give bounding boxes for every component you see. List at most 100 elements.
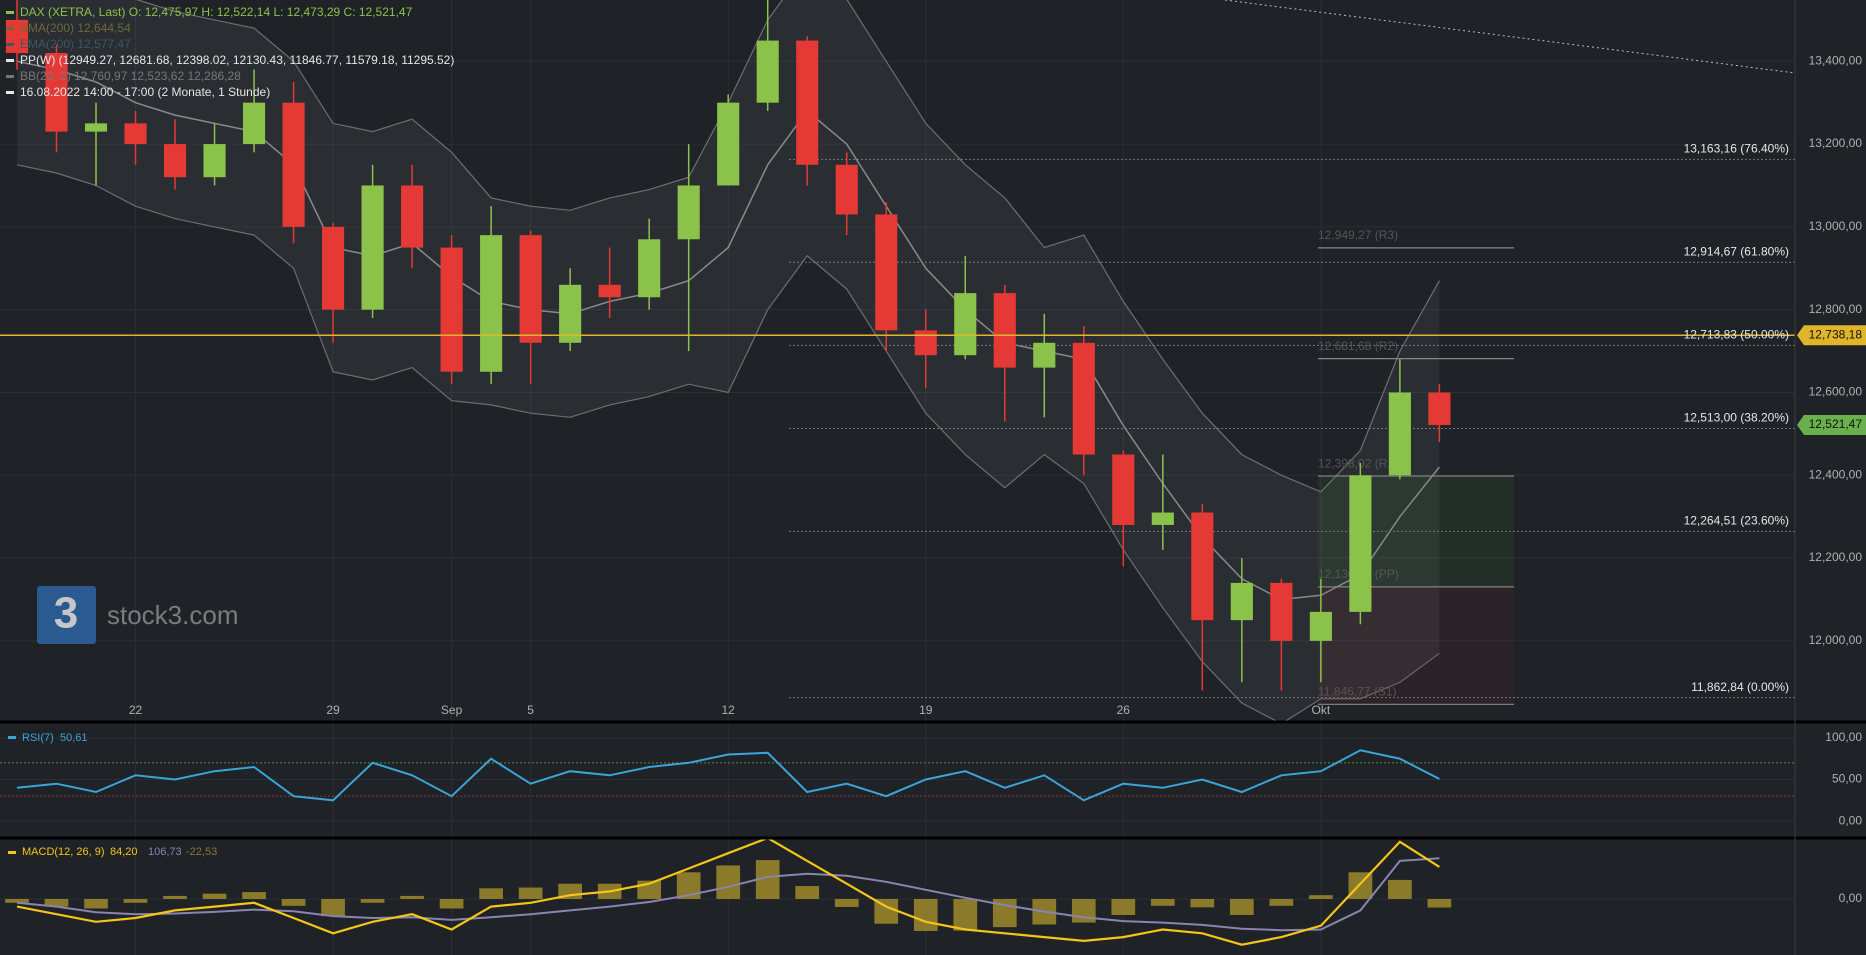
macd-histogram-bar — [202, 893, 227, 899]
y-tick-label: 13,000,00 — [1809, 219, 1863, 233]
candle-body — [875, 214, 898, 331]
macd-histogram-bar — [439, 898, 464, 909]
macd-signal — [16, 857, 1440, 932]
candle-body — [1072, 342, 1095, 455]
legend-text: BB(20, 2) 12,760,97 12,523,62 12,286,28 — [20, 69, 241, 83]
legend-text: EMA(200) 12,577,47 — [20, 37, 131, 51]
header: DAX (XETRA, Last) O: 12,475,97 H: 12,522… — [6, 5, 454, 99]
macd-histogram-bar — [676, 872, 701, 899]
macd-histogram-bar — [755, 860, 780, 899]
candle-body — [440, 247, 463, 372]
rsi-line — [16, 749, 1440, 802]
x-tick-label: 22 — [129, 703, 143, 717]
macd-histogram-bar — [1388, 879, 1412, 899]
grid — [0, 0, 1795, 955]
candle-body — [1388, 392, 1411, 476]
candle-body — [598, 284, 621, 298]
candle-body — [954, 293, 977, 356]
candle-body — [559, 284, 582, 343]
y-tick-label: 0,00 — [1839, 891, 1863, 905]
y-tick-label: 100,00 — [1825, 730, 1862, 744]
candle-body — [1230, 582, 1253, 621]
fib-label: 12,713,83 (50.00%) — [1684, 328, 1789, 342]
price-tag — [1797, 325, 1866, 346]
candle-body — [717, 102, 740, 186]
macd-histogram-bar — [1111, 898, 1136, 915]
macd-histogram-bar — [1229, 898, 1254, 915]
macd-histogram-bar — [874, 898, 899, 924]
candle-body — [361, 185, 384, 310]
macd-histogram-bar — [1190, 898, 1215, 908]
candle-body — [401, 185, 424, 248]
y-tick-label: 12,800,00 — [1809, 302, 1863, 316]
macd-histogram-bar — [479, 888, 503, 899]
fib-label: 12,513,00 (38.20%) — [1684, 411, 1789, 425]
rsi-swatch — [8, 736, 16, 739]
macd-histogram-bar — [1269, 898, 1294, 906]
y-tick-label: 0,00 — [1839, 813, 1863, 827]
candle-body — [1033, 342, 1056, 368]
candle-body — [914, 330, 937, 356]
candle-body — [835, 164, 858, 215]
watermark-logo — [37, 586, 96, 644]
price-plot: 12,949,27 (R3) 12,681,68 (R2) 12,398,02 (R… — [0, 0, 1795, 722]
fib-label: 12,264,51 (23.60%) — [1684, 514, 1789, 528]
candle-body — [1151, 512, 1174, 525]
y-tick-label: 12,400,00 — [1809, 467, 1863, 481]
macd-histogram-bar — [716, 865, 741, 899]
macd-histogram-bar — [1309, 895, 1333, 899]
x-tick-label: 29 — [326, 703, 340, 717]
candle-body — [124, 123, 147, 145]
y-tick-label: 13,400,00 — [1809, 53, 1863, 67]
macd-histogram-bar — [123, 898, 148, 903]
macd-value: -22,53 — [186, 846, 217, 858]
candle-body — [993, 293, 1016, 368]
macd-swatch — [8, 851, 16, 854]
fib-label: 11,862,84 (0.00%) — [1691, 680, 1789, 694]
trend-line — [1224, 0, 1796, 74]
legend-swatch — [6, 75, 14, 78]
y-tick-label: 13,200,00 — [1809, 136, 1863, 150]
candle-body — [242, 102, 266, 145]
macd-histogram-bar — [953, 898, 978, 931]
candle-body — [1349, 475, 1372, 612]
legend-text: PP(W) (12949.27, 12681.68, 12398.02, 121… — [20, 53, 454, 67]
macd-histogram-bar — [44, 898, 69, 907]
pivot-label: 12,398,02 (R1) — [1318, 456, 1398, 470]
x-tick-label: 12 — [722, 703, 736, 717]
macd-histogram-bar — [834, 898, 859, 907]
macd-histogram-bar — [1427, 898, 1452, 908]
candle-body — [203, 144, 226, 178]
legend-text: 16.08.2022 14:00 - 17:00 (2 Monate, 1 St… — [20, 85, 270, 99]
macd-histogram-bar — [5, 898, 29, 903]
legend-text: DAX (XETRA, Last) O: 12,475,97 H: 12,522… — [20, 5, 413, 19]
candle-body — [45, 52, 68, 132]
candle-body — [796, 40, 819, 165]
candle-body — [1309, 611, 1332, 641]
rsi-plot — [0, 749, 1795, 802]
y-tick-label: 50,00 — [1832, 772, 1862, 786]
x-tick-label: 19 — [919, 703, 933, 717]
macd-histogram-bar — [518, 887, 543, 899]
macd-histogram-bar — [84, 898, 108, 909]
candle-body — [1270, 582, 1293, 641]
x-tick-label: 26 — [1117, 703, 1131, 717]
candle-body — [282, 102, 305, 227]
y-tick-label: 12,600,00 — [1809, 385, 1863, 399]
legend-swatch — [6, 11, 14, 14]
macd-histogram-bar — [163, 895, 187, 899]
macd-histogram-bar — [400, 895, 424, 899]
macd-title: MACD(12, 26, 9) — [22, 846, 105, 858]
candle-body — [163, 144, 187, 178]
pivot-zone-up — [1318, 476, 1514, 587]
watermark-logo-text: 3 — [54, 589, 78, 638]
legend-text: SMA(200) 12,644,54 — [20, 21, 131, 35]
candle-body — [756, 40, 779, 103]
candle-body — [677, 185, 700, 240]
candle-body — [1428, 392, 1451, 425]
y-tick-label: 12,000,00 — [1809, 633, 1863, 647]
macd-histogram-bar — [1150, 898, 1175, 906]
candle-body — [322, 226, 345, 310]
macd-histogram-bar — [360, 898, 385, 903]
fib-label: 13,163,16 (76.40%) — [1684, 141, 1789, 155]
